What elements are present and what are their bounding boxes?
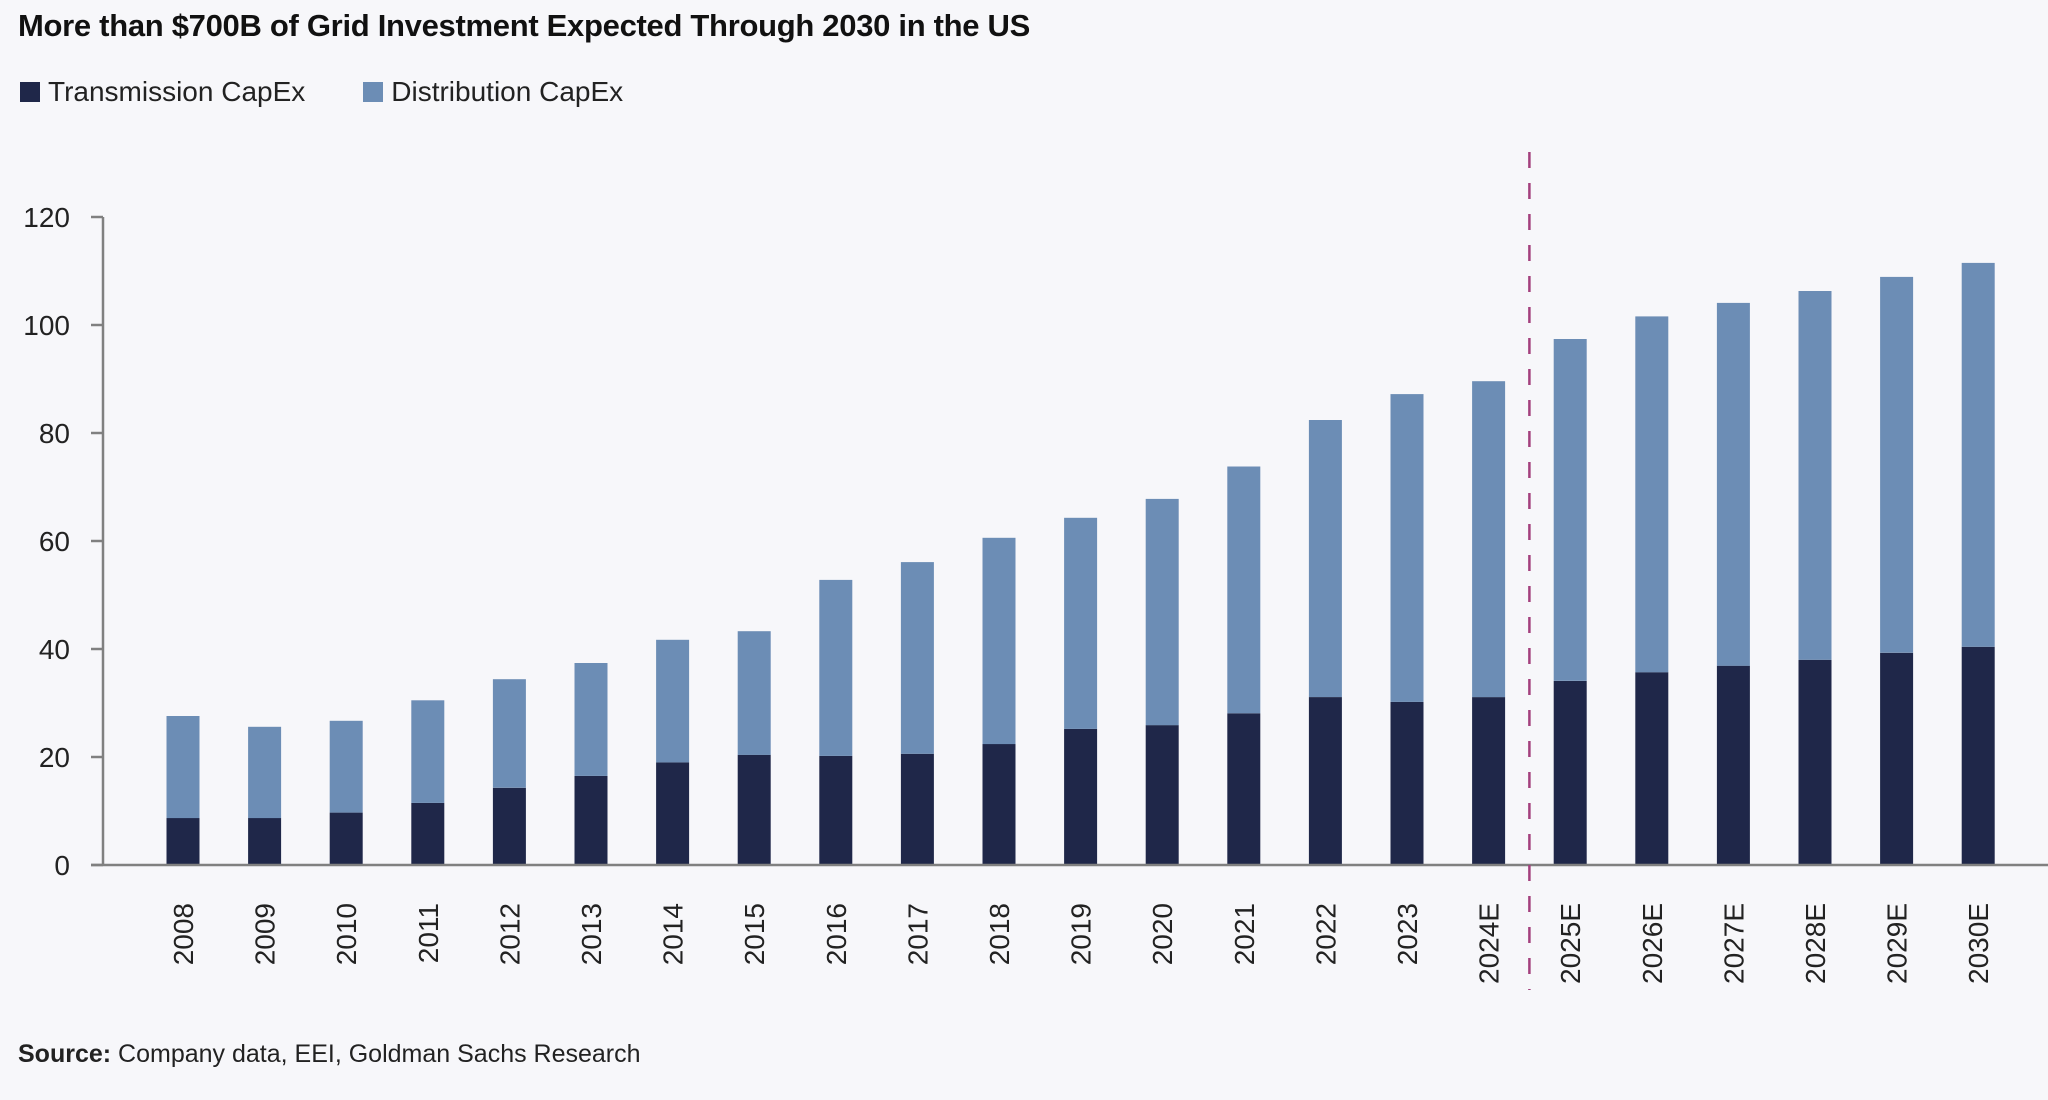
bar-transmission-2019 bbox=[1064, 728, 1098, 865]
x-tick-label: 2027E bbox=[1718, 903, 1749, 984]
legend-label-transmission: Transmission CapEx bbox=[48, 76, 306, 107]
x-tick-label: 2015 bbox=[739, 903, 770, 965]
x-tick-label: 2026E bbox=[1637, 903, 1668, 984]
bar-distribution-2009 bbox=[248, 726, 282, 819]
x-tick-label: 2029E bbox=[1882, 903, 1913, 984]
legend-label-distribution: Distribution CapEx bbox=[391, 76, 624, 107]
bar-transmission-2010 bbox=[329, 812, 363, 865]
bar-distribution-2020 bbox=[1145, 498, 1179, 726]
bar-transmission-2025E bbox=[1553, 680, 1587, 865]
bar-transmission-2021 bbox=[1227, 713, 1261, 865]
bar-transmission-2024E bbox=[1472, 697, 1506, 865]
bar-transmission-2018 bbox=[982, 744, 1016, 865]
source-text: Company data, EEI, Goldman Sachs Researc… bbox=[118, 1040, 641, 1068]
bar-distribution-2013 bbox=[574, 663, 608, 776]
bar-distribution-2025E bbox=[1553, 339, 1587, 681]
axes-group bbox=[91, 152, 2048, 990]
legend-item-transmission: Transmission CapEx bbox=[20, 76, 305, 108]
x-tick-label: 2016 bbox=[821, 903, 852, 965]
x-tick-label: 2009 bbox=[250, 903, 281, 965]
x-tick-label: 2008 bbox=[168, 903, 199, 965]
bar-distribution-2014 bbox=[656, 639, 690, 763]
bar-transmission-2014 bbox=[656, 762, 690, 865]
bar-transmission-2012 bbox=[492, 787, 526, 865]
x-tick-label: 2021 bbox=[1229, 903, 1260, 965]
bar-distribution-2026E bbox=[1635, 316, 1669, 673]
y-tick-label: 0 bbox=[54, 850, 70, 881]
bar-distribution-2028E bbox=[1798, 291, 1832, 660]
bar-transmission-2028E bbox=[1798, 659, 1832, 865]
bar-transmission-2009 bbox=[248, 818, 282, 865]
legend-item-distribution: Distribution CapEx bbox=[363, 76, 623, 108]
x-tick-label: 2010 bbox=[331, 903, 362, 965]
bar-distribution-2017 bbox=[900, 562, 934, 754]
y-tick-label: 80 bbox=[39, 418, 70, 449]
bar-transmission-2011 bbox=[411, 802, 445, 865]
y-tick-label: 20 bbox=[39, 742, 70, 773]
bar-transmission-2023 bbox=[1390, 701, 1424, 865]
bar-transmission-2026E bbox=[1635, 672, 1669, 865]
y-tick-label: 120 bbox=[23, 202, 70, 233]
x-tick-label: 2023 bbox=[1392, 903, 1423, 965]
bar-distribution-2016 bbox=[819, 579, 853, 756]
source-note: Source: Company data, EEI, Goldman Sachs… bbox=[18, 1040, 641, 1069]
x-tick-label: 2020 bbox=[1147, 903, 1178, 965]
x-tick-label: 2017 bbox=[902, 903, 933, 965]
x-tick-label: 2018 bbox=[984, 903, 1015, 965]
bar-distribution-2015 bbox=[737, 631, 771, 755]
bar-transmission-2015 bbox=[737, 754, 771, 865]
bar-transmission-2008 bbox=[166, 818, 200, 865]
x-tick-label: 2030E bbox=[1963, 903, 1994, 984]
source-label: Source: bbox=[18, 1040, 112, 1068]
bar-distribution-2010 bbox=[329, 720, 363, 813]
labels-group: 2008 2009 2010 2011 2012 2013 2014 2015 2016 2017… bbox=[23, 202, 1994, 984]
bar-transmission-2029E bbox=[1880, 652, 1914, 865]
x-tick-label: 2014 bbox=[658, 903, 689, 965]
bar-transmission-2016 bbox=[819, 755, 853, 865]
x-tick-label: 2022 bbox=[1310, 903, 1341, 965]
legend: Transmission CapEx Distribution CapEx bbox=[20, 76, 681, 108]
bar-distribution-2030E bbox=[1961, 262, 1995, 647]
bar-distribution-2029E bbox=[1880, 276, 1914, 653]
bar-transmission-2020 bbox=[1145, 725, 1179, 865]
bar-distribution-2027E bbox=[1716, 302, 1750, 666]
bar-transmission-2030E bbox=[1961, 646, 1995, 865]
y-tick-label: 40 bbox=[39, 634, 70, 665]
bar-distribution-2012 bbox=[492, 679, 526, 788]
bar-distribution-2023 bbox=[1390, 394, 1424, 702]
x-tick-label: 2013 bbox=[576, 903, 607, 965]
x-tick-label: 2028E bbox=[1800, 903, 1831, 984]
x-tick-label: 2012 bbox=[494, 903, 525, 965]
bar-distribution-2018 bbox=[982, 537, 1016, 745]
bar-distribution-2008 bbox=[166, 716, 200, 819]
y-tick-label: 100 bbox=[23, 310, 70, 341]
bar-transmission-2017 bbox=[900, 753, 934, 865]
x-tick-label: 2025E bbox=[1555, 903, 1586, 984]
bar-transmission-2027E bbox=[1716, 665, 1750, 865]
legend-swatch-transmission bbox=[20, 82, 40, 102]
bar-transmission-2022 bbox=[1308, 697, 1342, 865]
y-tick-label: 60 bbox=[39, 526, 70, 557]
chart-title: More than $700B of Grid Investment Expec… bbox=[18, 8, 1031, 43]
bar-distribution-2019 bbox=[1064, 517, 1098, 729]
bar-transmission-2013 bbox=[574, 775, 608, 865]
legend-swatch-distribution bbox=[363, 82, 384, 102]
x-tick-label: 2011 bbox=[413, 903, 444, 963]
bar-distribution-2021 bbox=[1227, 466, 1261, 714]
bar-distribution-2022 bbox=[1308, 420, 1342, 697]
x-tick-label: 2024E bbox=[1474, 903, 1505, 984]
bar-distribution-2024E bbox=[1472, 381, 1506, 698]
bars-group bbox=[166, 262, 1995, 865]
x-tick-label: 2019 bbox=[1066, 903, 1097, 965]
bar-distribution-2011 bbox=[411, 700, 445, 803]
